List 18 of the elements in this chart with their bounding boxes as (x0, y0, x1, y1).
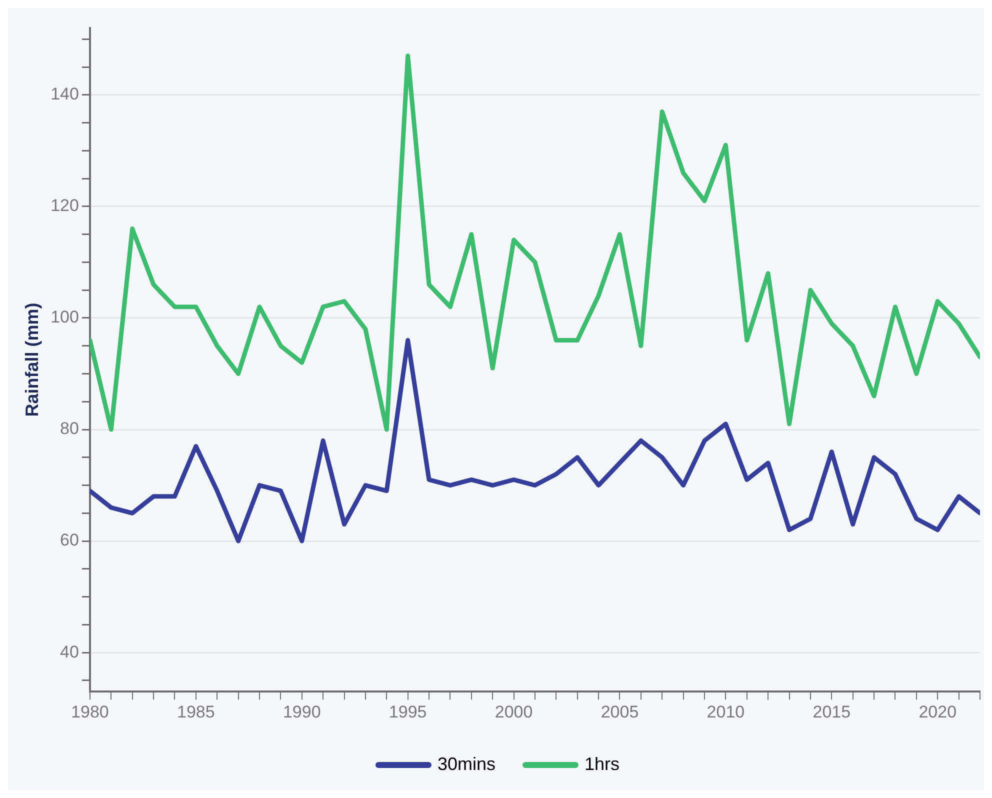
legend-label: 30mins (437, 754, 496, 774)
x-tick-label: 1985 (177, 702, 215, 722)
x-tick-label: 2010 (706, 702, 745, 722)
y-tick-label: 40 (60, 642, 79, 662)
x-tick-label: 2020 (918, 702, 957, 722)
y-tick-label: 100 (50, 308, 79, 327)
legend-label: 1hrs (584, 754, 620, 774)
y-tick-label: 60 (60, 530, 79, 550)
x-tick-label: 1990 (282, 702, 321, 722)
x-tick-label: 2015 (812, 702, 851, 722)
y-tick-label: 140 (50, 84, 79, 104)
x-tick-label: 1995 (388, 702, 427, 722)
x-tick-label: 2005 (600, 702, 639, 722)
y-axis-title: Rainfall (mm) (22, 302, 42, 417)
y-tick-label: 80 (60, 419, 79, 438)
x-tick-label: 1980 (71, 702, 109, 722)
x-tick-label: 2000 (494, 702, 533, 722)
y-tick-label: 120 (50, 196, 79, 216)
